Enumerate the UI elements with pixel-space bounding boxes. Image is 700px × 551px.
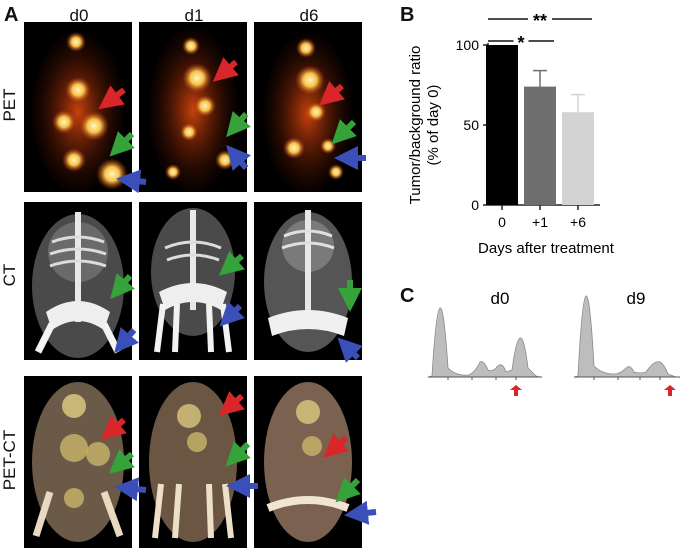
blue-arrow-icon (114, 327, 139, 354)
pet-image-d0 (24, 22, 132, 192)
red-arrow-icon (100, 415, 127, 440)
blue-arrow-icon (226, 144, 251, 171)
x-tick-label: +1 (532, 214, 548, 230)
panel-b-letter: B (400, 4, 415, 26)
x-tick-label: 0 (498, 214, 506, 230)
x-axis-title: Days after treatment (478, 240, 615, 257)
panel-a-letter: A (4, 4, 19, 26)
green-arrow-icon (110, 273, 135, 300)
green-arrow-icon (108, 449, 135, 474)
red-arrow-icon (664, 385, 676, 396)
column-label-d6: d6 (299, 6, 319, 25)
green-arrow-icon (109, 131, 135, 157)
histogram-d0 (427, 307, 542, 396)
histogram-d9 (573, 295, 680, 396)
green-arrow-icon (226, 111, 251, 138)
petct-image-d6 (254, 376, 362, 548)
red-arrow-icon (98, 85, 126, 110)
panel-c-letter: C (400, 285, 415, 307)
red-arrow-icon (218, 391, 245, 416)
ct-image-d0 (24, 202, 132, 360)
red-arrow-icon (318, 81, 345, 106)
significance-label: ** (533, 11, 547, 31)
blue-arrow-icon (116, 169, 147, 194)
green-arrow-icon (225, 441, 251, 467)
histogram-label-d0: d0 (491, 289, 510, 308)
green-arrow-icon (218, 251, 245, 276)
y-tick-label: 100 (456, 37, 480, 53)
y-axis-title-line-2: (% of day 0) (425, 85, 442, 166)
column-label-d0: d0 (69, 6, 89, 25)
red-arrow-icon (510, 385, 522, 396)
column-label-d1: d1 (184, 6, 204, 25)
blue-arrow-icon (219, 301, 245, 327)
y-tick-label: 0 (471, 197, 479, 213)
blue-arrow-icon (337, 337, 363, 363)
histogram-panel: d0 d9 (427, 289, 680, 396)
green-arrow-icon (331, 119, 357, 145)
y-axis-title-line-1: Tumor/background ratio (407, 46, 424, 205)
ct-image-d6 (254, 202, 362, 360)
panel-a-arrows (98, 57, 377, 525)
x-tick-label: +6 (570, 214, 586, 230)
bar-+1 (524, 86, 556, 205)
ct-image-d1 (139, 202, 247, 360)
bar-0 (486, 45, 518, 205)
red-arrow-icon (212, 57, 239, 82)
red-arrow-icon (322, 433, 349, 458)
y-tick-label: 50 (463, 117, 479, 133)
blue-arrow-icon (344, 500, 377, 525)
bar-+6 (562, 112, 594, 205)
green-arrow-icon (335, 477, 361, 503)
blue-arrow-icon (114, 477, 147, 502)
significance-label: * (517, 33, 524, 53)
histogram-label-d9: d9 (627, 289, 646, 308)
